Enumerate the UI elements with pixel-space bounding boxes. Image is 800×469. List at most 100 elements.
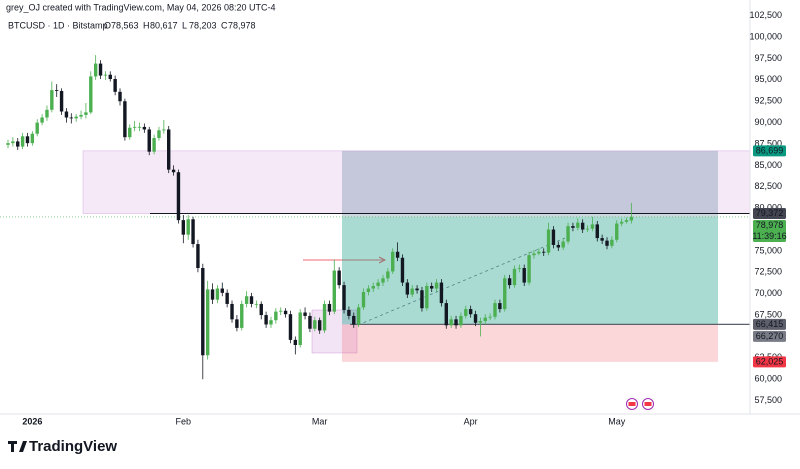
ohlc-value: 78,563	[111, 20, 139, 30]
candle-body	[11, 141, 15, 144]
candle-body	[512, 268, 517, 286]
candle-body	[269, 320, 273, 325]
candle-body	[113, 79, 117, 92]
candle-body	[201, 268, 205, 356]
candle-body	[556, 244, 561, 248]
candle-body	[249, 296, 254, 304]
credit: grey_OJ created with TradingView.com, Ma…	[6, 2, 275, 12]
candle-body	[551, 229, 556, 245]
candle-body	[137, 126, 142, 128]
candle-body	[361, 291, 366, 308]
candle-body	[444, 303, 448, 326]
candle-body	[546, 229, 551, 253]
candle-body	[293, 339, 298, 345]
candle-body	[103, 74, 108, 76]
candle-body	[16, 141, 20, 147]
candle-body	[191, 219, 195, 245]
candle-body	[298, 312, 302, 345]
y-tick-label: 82,500	[754, 181, 782, 191]
candle-body	[322, 303, 327, 331]
y-tick-label: 92,500	[754, 96, 782, 106]
y-tick-label: 57,500	[754, 395, 782, 405]
candle-body	[605, 240, 609, 246]
candle-body	[356, 307, 361, 325]
dashed-trend	[357, 237, 566, 326]
candle-body	[429, 285, 434, 289]
candle-body	[176, 172, 181, 221]
candle-body	[118, 91, 122, 102]
candle-body	[488, 316, 492, 318]
candle-body	[89, 76, 93, 113]
candle-body	[254, 303, 259, 305]
x-tick-label: 2026	[22, 416, 42, 426]
y-tick-label: 75,000	[754, 245, 782, 255]
candle-body	[317, 320, 322, 331]
price-tag-label: 62,025	[756, 357, 784, 367]
price-tag	[753, 356, 786, 368]
candle-body	[420, 290, 424, 309]
candle-body	[352, 315, 356, 325]
candle-body	[147, 129, 151, 152]
y-tick-label: 72,500	[754, 267, 782, 277]
ohlc-value: 80,617	[150, 20, 178, 30]
candle-body	[186, 219, 190, 235]
candle-body	[615, 223, 619, 240]
candle-body	[108, 74, 112, 80]
candle-body	[128, 127, 132, 138]
candle-body	[580, 222, 585, 230]
candle-body	[132, 126, 137, 128]
y-tick-label: 60,000	[754, 374, 782, 384]
candle-body	[522, 268, 526, 283]
candle-body	[498, 303, 502, 310]
candle-body	[215, 288, 220, 300]
candle-body	[98, 63, 103, 76]
candle-body	[532, 253, 536, 256]
candle-body	[410, 288, 414, 295]
candle-body	[205, 289, 210, 356]
candle-body	[84, 112, 88, 115]
candle-body	[93, 63, 98, 77]
candle-body	[171, 169, 176, 173]
price-tag-label: 78,978	[756, 220, 784, 230]
price-tag	[753, 318, 786, 330]
candle-body	[366, 288, 371, 292]
x-tick-label: Feb	[176, 416, 192, 426]
candle-body	[162, 129, 166, 131]
candle-body	[610, 239, 614, 246]
candle-body	[196, 244, 200, 269]
candle-body	[337, 270, 341, 286]
candle-body	[386, 271, 390, 279]
y-tick-label: 87,500	[754, 138, 782, 148]
price-tag-label: 86,699	[756, 146, 784, 156]
candle-body	[313, 320, 317, 329]
price-tag-label: 66,415	[756, 319, 784, 329]
symbol: BTCUSD · 1D · Bitstamp	[8, 20, 108, 30]
price-tag	[753, 330, 786, 342]
brand-logo	[8, 441, 27, 452]
candle-body	[259, 303, 263, 316]
candle-body	[600, 238, 604, 241]
candle-body	[157, 130, 161, 139]
countdown-label: 11:39:16	[752, 231, 786, 241]
candle-body	[20, 136, 25, 147]
candle-body	[507, 278, 512, 286]
candle-body	[342, 285, 346, 310]
price-tag-label: 79,372	[756, 208, 784, 218]
candle-body	[595, 224, 599, 239]
candle-body	[381, 278, 385, 283]
candle-body	[210, 289, 215, 300]
range-box	[82, 150, 751, 214]
candle-body	[542, 251, 546, 253]
candle-body	[244, 296, 249, 304]
candle-body	[459, 315, 463, 326]
candle-body	[590, 224, 595, 229]
ohlc-key: C	[221, 20, 228, 30]
candle-body	[181, 220, 186, 235]
candle-body	[395, 251, 400, 258]
candle-body	[619, 221, 624, 224]
candle-body	[449, 319, 453, 326]
price-tag	[753, 208, 786, 220]
brand-name: TradingView	[29, 438, 117, 455]
candle-body	[40, 117, 44, 123]
